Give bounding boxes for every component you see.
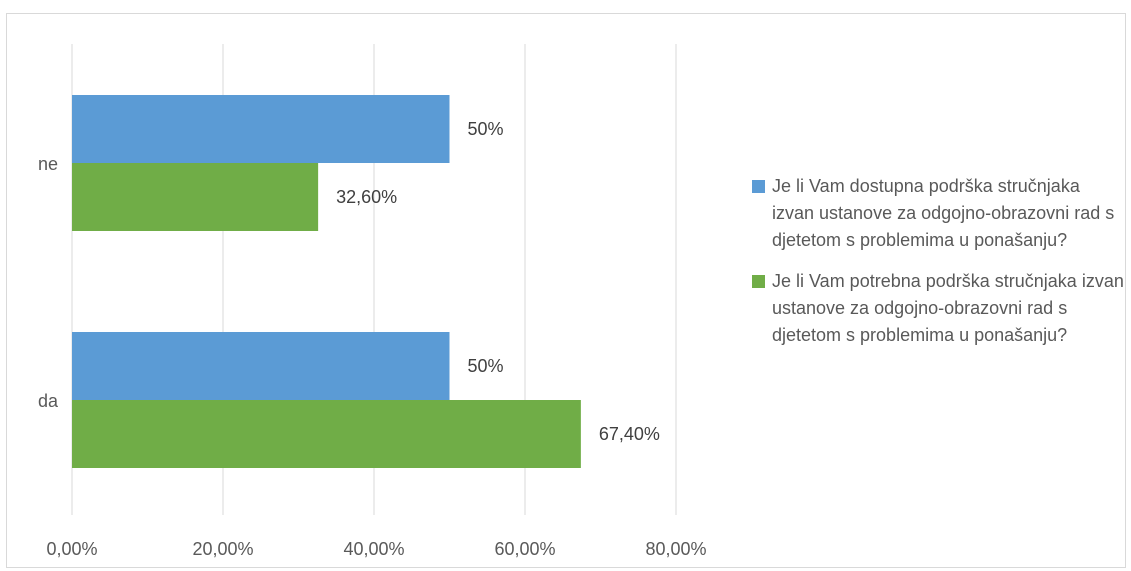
x-tick-label: 60,00%: [494, 539, 555, 559]
data-label-ne-series-1: 50%: [468, 119, 504, 139]
chart-legend: Je li Vam dostupna podrška stručnjaka iz…: [752, 173, 1124, 363]
legend-swatch-blue: [752, 180, 765, 193]
legend-label-dostupna: Je li Vam dostupna podrška stručnjaka iz…: [772, 176, 1115, 250]
bar-da-series-1: [72, 332, 450, 400]
legend-item-dostupna: Je li Vam dostupna podrška stručnjaka iz…: [752, 173, 1124, 254]
legend-item-potrebna: Je li Vam potrebna podrška stručnjaka iz…: [752, 268, 1124, 349]
legend-label-potrebna: Je li Vam potrebna podrška stručnjaka iz…: [772, 271, 1124, 345]
legend-swatch-green: [752, 275, 765, 288]
data-label-da-series-2: 67,40%: [599, 424, 660, 444]
x-tick-label: 20,00%: [192, 539, 253, 559]
bar-ne-series-1: [72, 95, 450, 163]
category-label-da: da: [38, 391, 59, 411]
x-tick-label: 80,00%: [645, 539, 706, 559]
data-label-ne-series-2: 32,60%: [336, 187, 397, 207]
bar-ne-series-2: [72, 163, 319, 231]
category-label-ne: ne: [38, 154, 58, 174]
x-tick-label: 40,00%: [343, 539, 404, 559]
bar-da-series-2: [72, 400, 581, 468]
data-label-da-series-1: 50%: [468, 356, 504, 376]
x-tick-label: 0,00%: [46, 539, 97, 559]
